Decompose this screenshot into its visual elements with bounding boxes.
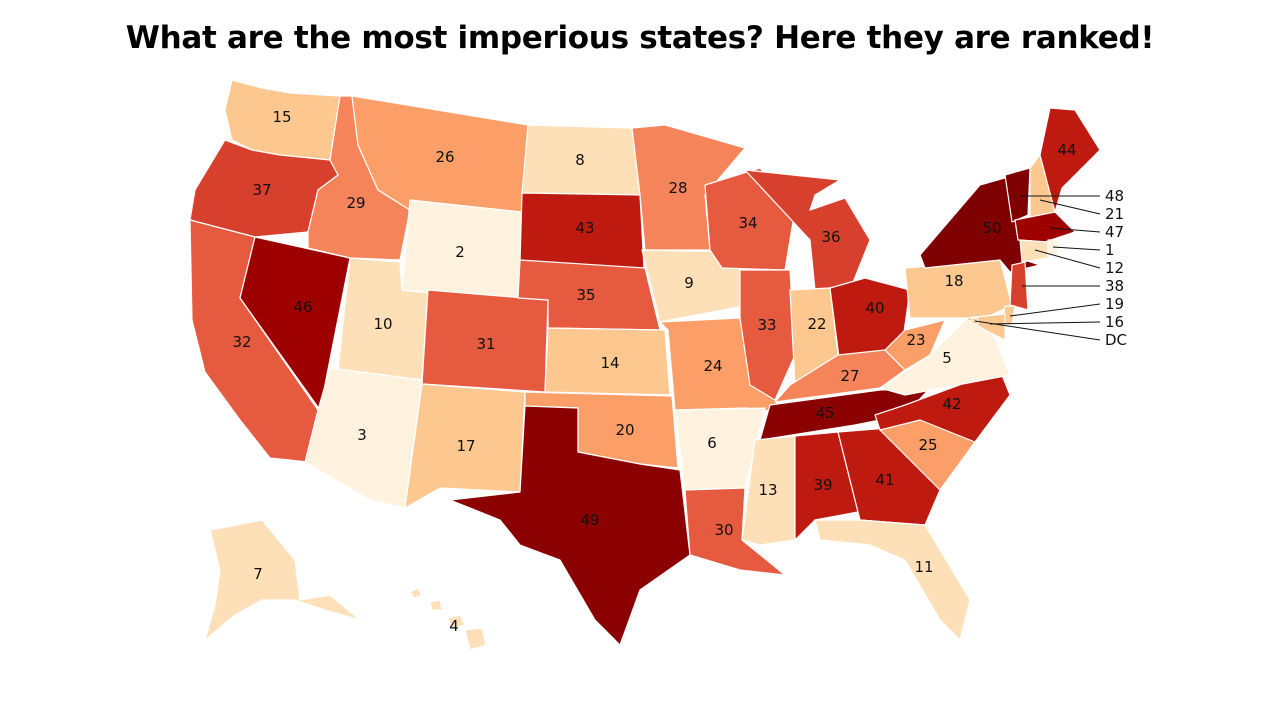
state-oh[interactable] bbox=[829, 277, 911, 366]
rank-label-in: 22 bbox=[807, 315, 826, 333]
rank-label-nc: 42 bbox=[942, 395, 961, 413]
callout-label-ct: 12 bbox=[1105, 259, 1124, 277]
rank-label-or: 37 bbox=[252, 181, 271, 199]
rank-label-co: 31 bbox=[476, 335, 495, 353]
rank-label-il: 33 bbox=[757, 316, 776, 334]
state-al[interactable] bbox=[794, 431, 859, 541]
rank-label-mn: 28 bbox=[668, 179, 687, 197]
rank-label-mt: 26 bbox=[435, 148, 454, 166]
rank-label-tx: 49 bbox=[580, 511, 599, 529]
rank-label-nm: 17 bbox=[456, 437, 475, 455]
state-tx[interactable] bbox=[449, 405, 691, 646]
state-vt[interactable] bbox=[1004, 167, 1031, 223]
state-wv[interactable] bbox=[884, 319, 946, 371]
state-nc[interactable] bbox=[874, 369, 1011, 443]
state-me[interactable] bbox=[1039, 107, 1101, 213]
rank-label-oh: 40 bbox=[865, 299, 884, 317]
rank-label-ca: 32 bbox=[232, 333, 251, 351]
callout-label-vt: 48 bbox=[1105, 187, 1124, 205]
rank-label-wa: 15 bbox=[272, 108, 291, 126]
state-hi[interactable] bbox=[409, 587, 487, 651]
state-fl[interactable] bbox=[814, 519, 971, 641]
rank-label-ms: 13 bbox=[758, 481, 777, 499]
state-il[interactable] bbox=[739, 269, 796, 401]
rank-label-nd: 8 bbox=[575, 151, 585, 169]
rank-label-ia: 9 bbox=[684, 274, 694, 292]
state-la[interactable] bbox=[684, 487, 786, 576]
rank-label-id: 29 bbox=[346, 194, 365, 212]
callout-label-md: 16 bbox=[1105, 313, 1124, 331]
state-ks[interactable] bbox=[544, 327, 671, 396]
leader-ri bbox=[1052, 246, 1101, 251]
rank-label-nv: 46 bbox=[293, 298, 312, 316]
leader-nh bbox=[1039, 199, 1101, 215]
rank-label-sc: 25 bbox=[918, 436, 937, 454]
leader-dc bbox=[974, 320, 1101, 341]
leader-de bbox=[1009, 303, 1101, 317]
rank-label-ny: 50 bbox=[982, 219, 1001, 237]
page-title: What are the most imperious states? Here… bbox=[125, 20, 1155, 56]
rank-label-mo: 24 bbox=[703, 357, 722, 375]
callout-label-ma: 47 bbox=[1105, 223, 1124, 241]
state-ri[interactable] bbox=[1047, 239, 1059, 257]
rank-label-ak: 7 bbox=[253, 565, 263, 583]
state-ct[interactable] bbox=[1019, 239, 1049, 263]
state-ma[interactable] bbox=[1014, 211, 1076, 243]
rank-label-wv: 23 bbox=[906, 331, 925, 349]
rank-label-me: 44 bbox=[1057, 141, 1076, 159]
callout-label-dc: DC bbox=[1105, 331, 1127, 349]
rank-label-fl: 11 bbox=[914, 558, 933, 576]
state-nj[interactable] bbox=[1009, 261, 1029, 311]
callout-label-nh: 21 bbox=[1105, 205, 1124, 223]
leader-md bbox=[989, 321, 1101, 325]
rank-label-ar: 6 bbox=[707, 434, 717, 452]
rank-label-mi: 36 bbox=[821, 228, 840, 246]
state-ak[interactable] bbox=[204, 519, 361, 641]
rank-label-ok: 20 bbox=[615, 421, 634, 439]
callout-label-de: 19 bbox=[1105, 295, 1124, 313]
callout-label-ri: 1 bbox=[1105, 241, 1115, 259]
rank-label-ga: 41 bbox=[875, 471, 894, 489]
state-nm[interactable] bbox=[404, 383, 526, 509]
state-ms[interactable] bbox=[741, 435, 796, 546]
callout-label-nj: 38 bbox=[1105, 277, 1124, 295]
rank-label-sd: 43 bbox=[575, 219, 594, 237]
rank-label-wy: 2 bbox=[455, 243, 465, 261]
rank-label-ut: 10 bbox=[373, 315, 392, 333]
rank-label-hi: 4 bbox=[449, 617, 459, 635]
state-mi[interactable] bbox=[744, 169, 871, 291]
rank-label-tn: 45 bbox=[815, 404, 834, 422]
rank-label-la: 30 bbox=[714, 521, 733, 539]
leader-ct bbox=[1034, 249, 1101, 269]
rank-label-ks: 14 bbox=[600, 354, 619, 372]
rank-label-wi: 34 bbox=[738, 214, 757, 232]
rank-label-va: 5 bbox=[942, 349, 952, 367]
leader-ma bbox=[1049, 227, 1101, 233]
rank-label-ky: 27 bbox=[840, 367, 859, 385]
callouts: 48 21 47 1 12 38 19 16 DC bbox=[974, 187, 1127, 349]
rank-label-al: 39 bbox=[813, 476, 832, 494]
rank-label-az: 3 bbox=[357, 426, 367, 444]
rank-label-pa: 18 bbox=[944, 272, 963, 290]
rank-label-ne: 35 bbox=[576, 286, 595, 304]
